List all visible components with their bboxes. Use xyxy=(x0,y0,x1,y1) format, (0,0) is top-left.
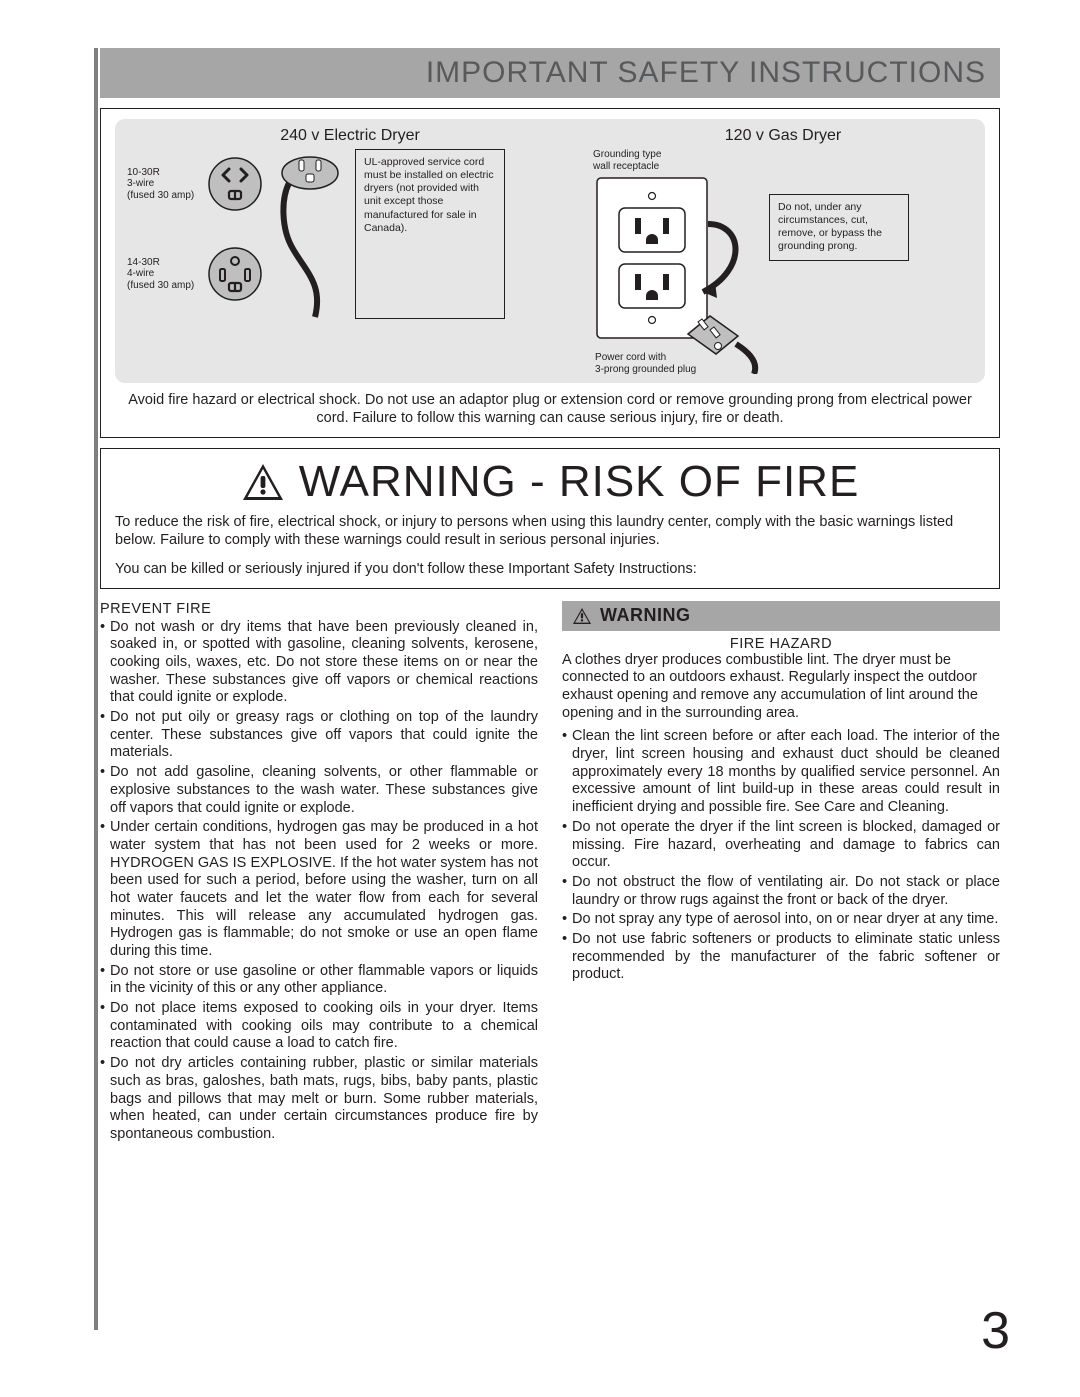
electric-row: 10-30R 3-wire (fused 30 amp) xyxy=(127,149,573,319)
list-item: Under certain conditions, hydrogen gas m… xyxy=(100,819,538,961)
plug-10-30r-labels: 10-30R 3-wire (fused 30 amp) xyxy=(127,167,197,202)
plug-label: 10-30R xyxy=(127,167,197,179)
gas-title: 120 v Gas Dryer xyxy=(593,127,973,145)
electric-plug-cord-icon xyxy=(275,149,345,319)
plug-label: 3-wire xyxy=(127,178,197,190)
content-area: IMPORTANT SAFETY INSTRUCTIONS 240 v Elec… xyxy=(100,48,1000,1146)
fire-hazard-label: FIRE HAZARD xyxy=(562,636,1000,652)
list-item: Do not dry articles containing rubber, p… xyxy=(100,1055,538,1143)
plug-label: (fused 30 amp) xyxy=(127,280,197,292)
receptacle-14-30r-icon xyxy=(205,239,265,309)
diagram-frame: 240 v Electric Dryer 10-30R 3-wire (fuse… xyxy=(100,108,1000,438)
prevent-fire-heading: PREVENT FIRE xyxy=(100,601,538,617)
sub-warning-bar: WARNING xyxy=(562,601,1000,631)
list-item: Do not wash or dry items that have been … xyxy=(100,619,538,707)
right-column: WARNING FIRE HAZARD A clothes dryer prod… xyxy=(562,601,1000,1146)
fire-hazard-intro: A clothes dryer produces combustible lin… xyxy=(562,652,1000,723)
header-bar: IMPORTANT SAFETY INSTRUCTIONS xyxy=(100,48,1000,98)
warning-triangle-icon xyxy=(572,607,592,625)
list-item: Do not spray any type of aerosol into, o… xyxy=(562,911,1000,929)
list-item: Do not put oily or greasy rags or clothi… xyxy=(100,709,538,762)
left-column: PREVENT FIRE Do not wash or dry items th… xyxy=(100,601,538,1146)
list-item: Clean the lint screen before or after ea… xyxy=(562,728,1000,816)
warning-frame: WARNING - RISK OF FIRE To reduce the ris… xyxy=(100,448,1000,588)
list-item: Do not place items exposed to cooking oi… xyxy=(100,1000,538,1053)
list-item: Do not add gasoline, cleaning solvents, … xyxy=(100,764,538,817)
receptacle-10-30r-icon xyxy=(205,149,265,219)
plug-10-30r: 10-30R 3-wire (fused 30 amp) xyxy=(127,149,265,219)
gas-caption-top: Grounding type wall receptacle xyxy=(593,149,973,172)
electric-col: 240 v Electric Dryer 10-30R 3-wire (fuse… xyxy=(127,127,573,375)
page-title: IMPORTANT SAFETY INSTRUCTIONS xyxy=(426,56,986,90)
side-rule xyxy=(94,48,98,1330)
list-item: Do not operate the dryer if the lint scr… xyxy=(562,819,1000,872)
page: IMPORTANT SAFETY INSTRUCTIONS 240 v Elec… xyxy=(0,0,1080,1397)
plug-stack: 10-30R 3-wire (fused 30 amp) xyxy=(127,149,265,319)
plug-label: 4-wire xyxy=(127,268,197,280)
fire-hazard-list: Clean the lint screen before or after ea… xyxy=(562,728,1000,984)
columns: PREVENT FIRE Do not wash or dry items th… xyxy=(100,601,1000,1146)
list-item: Do not obstruct the flow of ventilating … xyxy=(562,874,1000,909)
list-item: Do not use fabric softeners or products … xyxy=(562,931,1000,984)
gas-note: Do not, under any circumstances, cut, re… xyxy=(769,194,909,261)
gas-col: 120 v Gas Dryer Grounding type wall rece… xyxy=(593,127,973,375)
plug-14-30r-labels: 14-30R 4-wire (fused 30 amp) xyxy=(127,257,197,292)
plug-14-30r: 14-30R 4-wire (fused 30 amp) xyxy=(127,239,265,309)
electric-note: UL-approved service cord must be install… xyxy=(355,149,505,319)
gas-row: Do not, under any circumstances, cut, re… xyxy=(593,174,973,374)
prevent-fire-list: Do not wash or dry items that have been … xyxy=(100,619,538,1144)
list-item: Do not store or use gasoline or other fl… xyxy=(100,963,538,998)
warning-title-row: WARNING - RISK OF FIRE xyxy=(115,457,985,507)
plug-label: 14-30R xyxy=(127,257,197,269)
warning-p1: To reduce the risk of fire, electrical s… xyxy=(115,513,985,549)
plug-label: (fused 30 amp) xyxy=(127,190,197,202)
warning-title: WARNING - RISK OF FIRE xyxy=(299,457,860,507)
diagram-panel: 240 v Electric Dryer 10-30R 3-wire (fuse… xyxy=(115,119,985,383)
electric-title: 240 v Electric Dryer xyxy=(127,127,573,145)
gas-outlet-icon xyxy=(593,174,763,374)
page-number: 3 xyxy=(981,1301,1010,1361)
warning-p2: You can be killed or seriously injured i… xyxy=(115,560,985,578)
sub-warning-label: WARNING xyxy=(600,605,691,626)
warning-triangle-icon xyxy=(241,462,285,502)
diagram-caption: Avoid fire hazard or electrical shock. D… xyxy=(115,391,985,427)
